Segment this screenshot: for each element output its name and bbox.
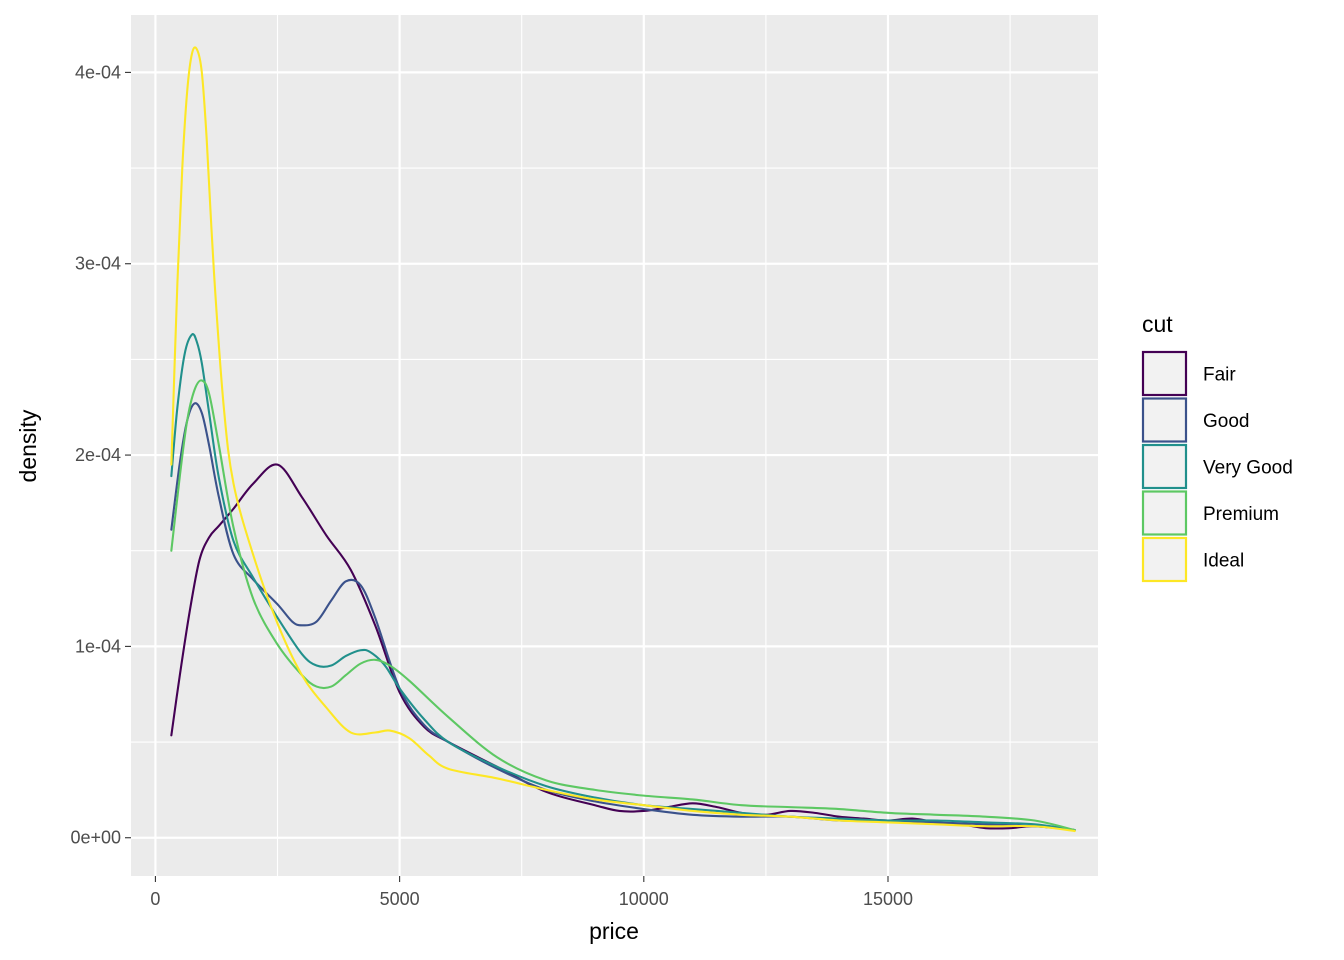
x-tick-label: 10000 [619, 889, 669, 909]
legend-key-good [1141, 397, 1188, 443]
legend-label-very-good: Very Good [1203, 458, 1293, 479]
legend-title: cut [1142, 311, 1173, 337]
y-tick-label: 4e-04 [75, 62, 121, 82]
y-tick-label: 3e-04 [75, 254, 121, 274]
legend-label-good: Good [1203, 411, 1249, 432]
y-axis-ticks: 0e+00 1e-04 2e-04 3e-04 4e-04 [70, 62, 131, 848]
series-lines [170, 46, 1076, 833]
plot-panel [131, 15, 1098, 876]
minor-grid [131, 15, 1098, 876]
series-line-premium [170, 379, 1076, 832]
series-line-ideal [170, 46, 1076, 833]
legend-label-ideal: Ideal [1203, 551, 1244, 572]
y-tick-label: 1e-04 [75, 636, 121, 656]
legend-key-premium [1141, 490, 1188, 536]
y-axis-title: density [15, 409, 41, 482]
legend: cut Fair Good Very Good Premium Ideal [1141, 311, 1293, 583]
x-tick-label: 5000 [380, 889, 420, 909]
x-tick-label: 0 [150, 889, 160, 909]
legend-key-very-good [1141, 443, 1188, 490]
legend-label-premium: Premium [1203, 504, 1279, 525]
legend-key-fair [1141, 350, 1188, 397]
x-tick-label: 15000 [863, 889, 913, 909]
legend-label-fair: Fair [1203, 365, 1236, 386]
x-axis-title: price [589, 918, 639, 944]
series-line-fair [170, 463, 1076, 832]
y-tick-label: 2e-04 [75, 445, 121, 465]
y-tick-label: 0e+00 [70, 828, 121, 848]
legend-key-ideal [1141, 536, 1188, 583]
x-axis-ticks: 0 5000 10000 15000 [150, 876, 913, 909]
